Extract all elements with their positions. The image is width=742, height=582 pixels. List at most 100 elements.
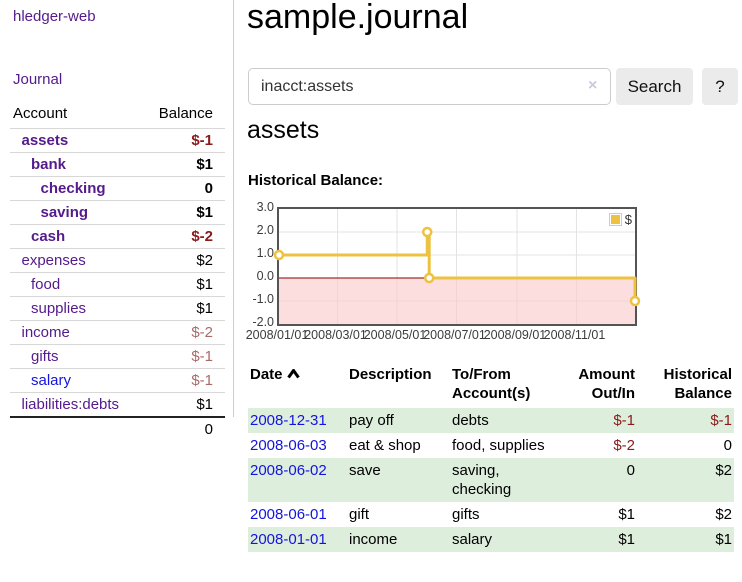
register-description-cell: income (347, 527, 450, 552)
account-balance: $1 (196, 396, 225, 413)
account-row-expenses: expenses $2 (10, 248, 225, 272)
account-row-salary: salary $-1 (10, 368, 225, 392)
register-balance-cell: 0 (637, 433, 734, 458)
account-row-liabilities-debts: liabilities:debts $1 (10, 392, 225, 416)
accounts-col-balance: Balance (159, 105, 213, 122)
account-balance: $-1 (191, 348, 225, 365)
register-header-row: Date Description To/From Account(s) Amou… (248, 363, 734, 408)
register-row: 2008-06-01giftgifts$1$2 (248, 502, 734, 527)
account-balance: $-1 (191, 132, 225, 149)
accounts-table-header: Account Balance (10, 101, 225, 128)
register-date-cell: 2008-01-01 (248, 527, 347, 552)
transaction-date-link[interactable]: 2008-01-01 (250, 531, 327, 548)
col-date[interactable]: Date (248, 363, 347, 408)
chart-legend: $ (609, 212, 632, 227)
search-input[interactable] (248, 68, 611, 105)
register-amount-cell: $-1 (550, 408, 637, 433)
register-date-cell: 2008-06-03 (248, 433, 347, 458)
account-balance: $2 (196, 252, 225, 269)
accounts-total-row: 0 (10, 416, 225, 441)
transaction-date-link[interactable]: 2008-12-31 (250, 412, 327, 429)
accounts-col-account: Account (13, 105, 67, 122)
register-description-cell: eat & shop (347, 433, 450, 458)
legend-swatch-icon (609, 213, 622, 226)
account-row-gifts: gifts $-1 (10, 344, 225, 368)
account-row-saving: saving $1 (10, 200, 225, 224)
register-balance-cell: $2 (637, 458, 734, 502)
account-row-supplies: supplies $1 (10, 296, 225, 320)
sidebar-account-link[interactable]: saving (10, 204, 88, 221)
sidebar-account-link[interactable]: food (10, 276, 60, 293)
register-balance-cell: $-1 (637, 408, 734, 433)
register-date-cell: 2008-06-02 (248, 458, 347, 502)
x-tick-label: 2008/07/01 (423, 328, 486, 342)
register-accounts-cell: gifts (450, 502, 550, 527)
y-tick-label: 1.0 (248, 245, 274, 261)
clear-search-icon[interactable]: × (588, 77, 597, 95)
legend-label: $ (625, 212, 632, 227)
register-description-cell: pay off (347, 408, 450, 433)
y-tick-label: 0.0 (248, 268, 274, 284)
sidebar-item-journal[interactable]: Journal (13, 71, 62, 88)
account-balance: $-1 (191, 372, 225, 389)
search-form: × Search ? (248, 68, 742, 105)
register-row: 2008-06-02savesaving, checking0$2 (248, 458, 734, 502)
sidebar-account-link[interactable]: cash (10, 228, 65, 245)
chart-svg (279, 209, 635, 324)
sidebar-account-link[interactable]: expenses (10, 252, 86, 269)
account-row-bank: bank $1 (10, 152, 225, 176)
page-title: sample.journal (247, 0, 468, 37)
register-row: 2008-12-31pay offdebts$-1$-1 (248, 408, 734, 433)
help-button[interactable]: ? (702, 68, 738, 105)
account-row-income: income$-2 (10, 320, 225, 344)
register-table: Date Description To/From Account(s) Amou… (248, 363, 734, 552)
sidebar-account-link[interactable]: salary (10, 372, 71, 389)
x-tick-label: 2008/03/01 (304, 328, 367, 342)
account-balance: 0 (205, 180, 225, 197)
accounts-table: Account Balance assets $-1 bank $1 checking 0… (10, 101, 225, 441)
register-date-cell: 2008-06-01 (248, 502, 347, 527)
y-tick-label: -1.0 (248, 291, 274, 307)
col-description: Description (347, 363, 450, 408)
sidebar-account-link[interactable]: checking (10, 180, 106, 197)
account-balance: $1 (196, 300, 225, 317)
sidebar-account-link[interactable]: bank (10, 156, 66, 173)
account-balance: $1 (196, 156, 225, 173)
chart-plot-area[interactable]: $ (277, 207, 637, 326)
col-balance: Historical Balance (637, 363, 734, 408)
register-accounts-cell: saving, checking (450, 458, 550, 502)
chart-title: Historical Balance: (248, 172, 383, 189)
sidebar: hledger-web Journal Account Balance asse… (0, 0, 234, 417)
register-amount-cell: $1 (550, 527, 637, 552)
accounts-total-value: 0 (205, 421, 213, 438)
register-description-cell: save (347, 458, 450, 502)
account-row-cash: cash $-2 (10, 224, 225, 248)
sidebar-account-link[interactable]: liabilities:debts (10, 396, 119, 413)
account-balance: $1 (196, 204, 225, 221)
col-date-label: Date (250, 366, 283, 383)
x-tick-label: 2008/11/01 (544, 328, 606, 342)
transaction-date-link[interactable]: 2008-06-01 (250, 506, 327, 523)
transaction-date-link[interactable]: 2008-06-03 (250, 437, 327, 454)
account-row-checking: checking 0 (10, 176, 225, 200)
register-row: 2008-06-03eat & shopfood, supplies$-20 (248, 433, 734, 458)
register-row: 2008-01-01incomesalary$1$1 (248, 527, 734, 552)
app-title-link[interactable]: hledger-web (13, 8, 96, 25)
x-tick-label: 2008/05/01 (364, 328, 427, 342)
x-tick-label: 2008/01/01 (246, 328, 309, 342)
register-date-cell: 2008-12-31 (248, 408, 347, 433)
sidebar-account-link[interactable]: supplies (10, 300, 86, 317)
register-rows: 2008-12-31pay offdebts$-1$-12008-06-03ea… (248, 408, 734, 552)
sidebar-account-link[interactable]: income (10, 324, 70, 341)
y-tick-label: 2.0 (248, 222, 274, 238)
col-accounts: To/From Account(s) (450, 363, 550, 408)
search-button[interactable]: Search (616, 68, 693, 105)
register-accounts-cell: debts (450, 408, 550, 433)
sidebar-account-link[interactable]: gifts (10, 348, 59, 365)
sidebar-account-link[interactable]: assets (10, 132, 68, 149)
account-row-assets: assets $-1 (10, 128, 225, 152)
account-balance: $-2 (191, 228, 225, 245)
transaction-date-link[interactable]: 2008-06-02 (250, 462, 327, 479)
historical-balance-chart: $ 3.02.01.00.0-1.0-2.0 2008/01/012008/03… (248, 200, 742, 348)
col-amount: Amount Out/In (550, 363, 637, 408)
